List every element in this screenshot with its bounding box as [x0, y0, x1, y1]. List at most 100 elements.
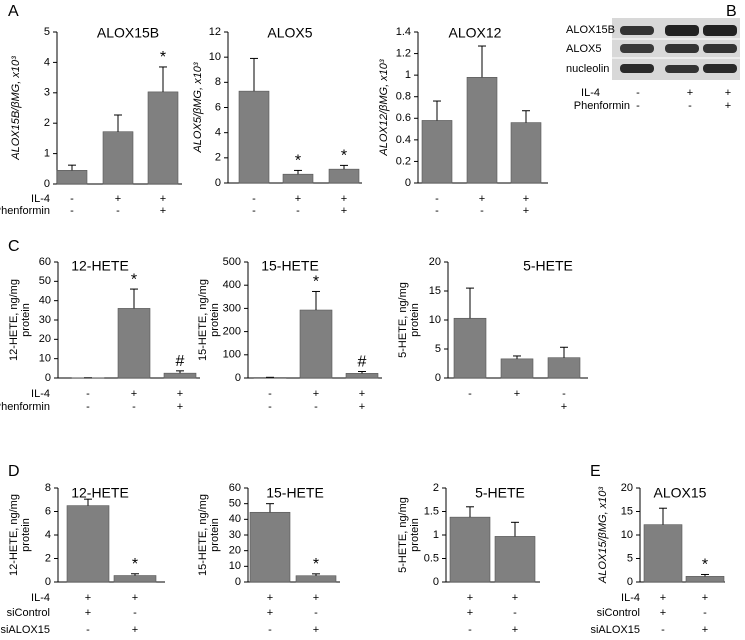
- condition-sign: +: [341, 193, 347, 205]
- y-tick-label: 0: [45, 576, 51, 588]
- y-tick-label: 6: [215, 101, 221, 113]
- condition-sign: +: [467, 592, 473, 604]
- condition-sign: -: [435, 205, 439, 217]
- y-axis-label: ALOX15/βMG, x10³: [597, 487, 609, 584]
- bar: [238, 90, 270, 184]
- y-tick-label: 1: [405, 69, 411, 81]
- condition-sign: -: [314, 607, 318, 619]
- blot-row-label: ALOX5: [566, 43, 601, 55]
- condition-sign: +: [132, 592, 138, 604]
- y-tick-label: 500: [223, 256, 241, 268]
- error-bar: [466, 506, 474, 518]
- bar: [685, 576, 725, 583]
- chart-title: 5-HETE: [523, 258, 573, 274]
- condition-sign: -: [562, 388, 566, 400]
- condition-name: Phenformin: [0, 401, 50, 413]
- y-tick-label: 60: [39, 256, 51, 268]
- condition-sign: +: [687, 87, 693, 99]
- y-tick-label: 2: [45, 552, 51, 564]
- y-tick-label: 10: [209, 51, 221, 63]
- condition-sign: +: [702, 624, 708, 636]
- error-bar: [159, 66, 167, 92]
- condition-sign: -: [314, 401, 318, 413]
- y-tick-label: 0.6: [396, 112, 411, 124]
- condition-sign: +: [160, 193, 166, 205]
- condition-name: IL-4: [31, 193, 50, 205]
- bar: [249, 511, 291, 583]
- significance-marker: *: [313, 274, 319, 291]
- chart-title: 12-HETE: [71, 258, 129, 274]
- panel-letter: E: [590, 463, 601, 480]
- condition-sign: +: [479, 193, 485, 205]
- y-tick-label: 0: [405, 177, 411, 189]
- y-axis-label: protein: [20, 303, 32, 337]
- condition-name: siControl: [597, 607, 640, 619]
- bar: [466, 77, 498, 184]
- y-axis-label: protein: [209, 303, 221, 337]
- condition-sign: +: [267, 607, 273, 619]
- y-tick-label: 1: [44, 148, 50, 160]
- condition-sign: -: [513, 607, 517, 619]
- y-tick-label: 4: [44, 56, 50, 68]
- condition-sign: -: [86, 401, 90, 413]
- y-tick-label: 1.2: [396, 47, 411, 59]
- y-tick-label: 0: [45, 372, 51, 384]
- y-tick-label: 100: [223, 349, 241, 361]
- y-tick-label: 30: [229, 529, 241, 541]
- condition-sign: +: [85, 592, 91, 604]
- y-axis-label: 5-HETE, ng/mg: [397, 497, 409, 573]
- condition-sign: +: [177, 388, 183, 400]
- error-bar: [68, 164, 76, 171]
- y-tick-label: 0: [433, 576, 439, 588]
- condition-sign: +: [512, 592, 518, 604]
- bar: [345, 373, 379, 379]
- condition-sign: -: [636, 100, 640, 112]
- bar: [117, 308, 151, 379]
- panel-letter: C: [8, 238, 20, 255]
- condition-sign: +: [514, 388, 520, 400]
- y-axis-label: protein: [409, 303, 421, 337]
- y-tick-label: 2: [215, 152, 221, 164]
- condition-sign: +: [467, 607, 473, 619]
- y-tick-label: 0: [235, 372, 241, 384]
- y-axis-label: 5-HETE, ng/mg: [397, 282, 409, 358]
- error-bar: [266, 503, 274, 513]
- condition-sign: -: [480, 205, 484, 217]
- chart-title: ALOX15B: [97, 25, 159, 41]
- condition-sign: +: [660, 607, 666, 619]
- significance-marker: *: [702, 557, 708, 574]
- condition-sign: +: [341, 205, 347, 217]
- condition-sign: +: [523, 205, 529, 217]
- bar: [494, 536, 536, 583]
- condition-sign: -: [435, 193, 439, 205]
- error-bar: [466, 287, 474, 319]
- error-bar: [294, 169, 302, 175]
- condition-sign: -: [70, 193, 74, 205]
- error-bar: [312, 573, 320, 576]
- chart-panel: 0 5 10 15 20 ALOX15 E ALOX15/βMG, x10³ * IL-4 + + si…: [590, 463, 725, 636]
- blot-band: [620, 64, 654, 73]
- error-bar: [478, 45, 486, 78]
- condition-name: Phenformin: [574, 100, 630, 112]
- condition-sign: +: [313, 388, 319, 400]
- bar: [56, 170, 88, 185]
- condition-sign: -: [468, 388, 472, 400]
- y-tick-label: 5: [627, 552, 633, 564]
- y-tick-label: 0: [215, 177, 221, 189]
- blot-row-label: ALOX15B: [566, 24, 615, 36]
- condition-name: siALOX15: [590, 624, 640, 636]
- y-tick-label: 0: [435, 372, 441, 384]
- condition-name: siControl: [7, 607, 50, 619]
- blot-band: [703, 64, 737, 73]
- y-tick-label: 400: [223, 279, 241, 291]
- significance-marker: *: [131, 271, 137, 288]
- error-bar: [340, 164, 348, 170]
- condition-sign: +: [295, 193, 301, 205]
- bar: [421, 120, 453, 184]
- significance-marker: *: [132, 556, 138, 573]
- panel-letter: D: [8, 463, 20, 480]
- error-bar: [130, 288, 138, 309]
- y-tick-label: 50: [39, 275, 51, 287]
- blot-band: [620, 26, 654, 35]
- blot-row-label: nucleolin: [566, 63, 609, 75]
